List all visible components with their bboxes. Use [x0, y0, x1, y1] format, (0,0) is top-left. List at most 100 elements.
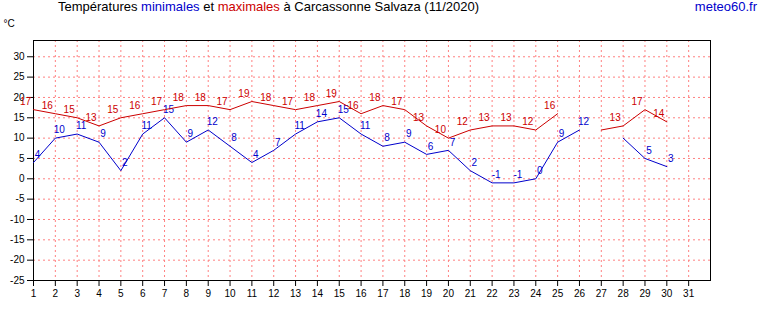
svg-text:18: 18: [369, 92, 381, 103]
svg-text:17: 17: [377, 288, 389, 299]
svg-text:2: 2: [122, 157, 128, 168]
svg-text:17: 17: [216, 96, 228, 107]
svg-text:13: 13: [85, 112, 97, 123]
svg-text:13: 13: [500, 112, 512, 123]
svg-text:11: 11: [360, 120, 371, 131]
svg-text:8: 8: [384, 132, 390, 143]
svg-text:9: 9: [188, 128, 194, 139]
svg-text:2: 2: [53, 288, 59, 299]
svg-text:13: 13: [610, 112, 622, 123]
svg-text:0: 0: [537, 165, 543, 176]
svg-text:-1: -1: [513, 169, 522, 180]
svg-text:19: 19: [421, 288, 433, 299]
svg-text:22: 22: [487, 288, 499, 299]
svg-text:30: 30: [13, 51, 25, 62]
svg-text:7: 7: [162, 288, 168, 299]
svg-text:13: 13: [413, 112, 425, 123]
svg-text:4: 4: [35, 149, 41, 160]
svg-text:26: 26: [574, 288, 586, 299]
svg-text:21: 21: [465, 288, 477, 299]
svg-text:16: 16: [129, 100, 141, 111]
svg-text:5: 5: [118, 288, 124, 299]
svg-text:-1: -1: [492, 169, 501, 180]
svg-text:15: 15: [107, 104, 119, 115]
svg-text:10: 10: [54, 124, 66, 135]
svg-text:18: 18: [399, 288, 411, 299]
svg-text:12: 12: [578, 116, 590, 127]
svg-text:-10: -10: [10, 214, 25, 225]
svg-text:9: 9: [205, 288, 211, 299]
svg-text:20: 20: [443, 288, 455, 299]
svg-text:16: 16: [348, 100, 360, 111]
svg-text:18: 18: [260, 92, 272, 103]
svg-text:-20: -20: [10, 254, 25, 265]
svg-text:11: 11: [247, 288, 258, 299]
svg-text:8: 8: [184, 288, 190, 299]
svg-text:3: 3: [668, 153, 674, 164]
svg-text:31: 31: [683, 288, 695, 299]
svg-text:7: 7: [275, 137, 281, 148]
svg-text:12: 12: [522, 116, 534, 127]
svg-text:14: 14: [653, 108, 665, 119]
svg-text:-5: -5: [16, 193, 25, 204]
svg-text:16: 16: [544, 100, 556, 111]
svg-text:30: 30: [661, 288, 673, 299]
svg-text:7: 7: [450, 137, 456, 148]
svg-text:17: 17: [282, 96, 294, 107]
svg-text:25: 25: [13, 71, 25, 82]
svg-text:28: 28: [618, 288, 630, 299]
svg-text:°C: °C: [4, 18, 15, 29]
svg-text:17: 17: [631, 96, 643, 107]
svg-text:14: 14: [312, 288, 324, 299]
svg-text:3: 3: [74, 288, 80, 299]
svg-text:2: 2: [471, 157, 477, 168]
svg-text:19: 19: [326, 88, 338, 99]
svg-text:27: 27: [596, 288, 608, 299]
svg-text:17: 17: [391, 96, 403, 107]
svg-text:10: 10: [13, 132, 25, 143]
svg-text:12: 12: [268, 288, 280, 299]
svg-text:10: 10: [435, 124, 447, 135]
html-text:meteo60.fr: meteo60.fr: [694, 0, 757, 14]
svg-text:11: 11: [294, 120, 305, 131]
svg-text:8: 8: [231, 132, 237, 143]
svg-text:-15: -15: [10, 234, 25, 245]
svg-text:29: 29: [639, 288, 651, 299]
svg-text:16: 16: [356, 288, 368, 299]
svg-text:15: 15: [163, 104, 175, 115]
svg-text:17: 17: [151, 96, 163, 107]
svg-text:13: 13: [479, 112, 491, 123]
svg-text:19: 19: [238, 88, 250, 99]
svg-text:15: 15: [64, 104, 76, 115]
svg-text:11: 11: [141, 120, 152, 131]
svg-text:15: 15: [334, 288, 346, 299]
svg-text:6: 6: [140, 288, 146, 299]
svg-text:13: 13: [290, 288, 302, 299]
svg-text:4: 4: [96, 288, 102, 299]
svg-text:4: 4: [253, 149, 259, 160]
svg-text:12: 12: [207, 116, 219, 127]
svg-text:15: 15: [13, 112, 25, 123]
svg-text:24: 24: [530, 288, 542, 299]
svg-text:0: 0: [19, 173, 25, 184]
svg-text:18: 18: [304, 92, 316, 103]
svg-text:17: 17: [20, 96, 32, 107]
svg-text:23: 23: [508, 288, 520, 299]
svg-text:-25: -25: [10, 275, 25, 286]
svg-text:5: 5: [646, 145, 652, 156]
svg-text:12: 12: [457, 116, 469, 127]
svg-text:6: 6: [428, 141, 434, 152]
html-text:Températures minimales et maxi: Températures minimales et maximales à Ca…: [58, 0, 479, 14]
svg-text:1: 1: [31, 288, 37, 299]
svg-text:10: 10: [224, 288, 236, 299]
svg-text:18: 18: [195, 92, 207, 103]
svg-text:9: 9: [406, 128, 412, 139]
svg-text:5: 5: [19, 153, 25, 164]
svg-text:16: 16: [42, 100, 54, 111]
svg-text:14: 14: [316, 108, 328, 119]
svg-text:18: 18: [173, 92, 185, 103]
svg-text:11: 11: [76, 120, 87, 132]
svg-text:25: 25: [552, 288, 564, 299]
svg-text:9: 9: [100, 128, 106, 139]
svg-text:9: 9: [559, 128, 565, 139]
